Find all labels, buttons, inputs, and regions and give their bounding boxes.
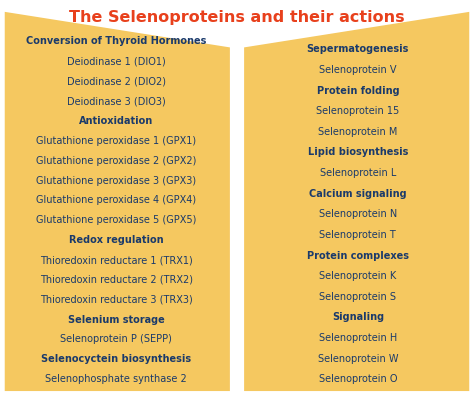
Text: Calcium signaling: Calcium signaling	[309, 189, 407, 199]
Text: Glutathione peroxidase 5 (GPX5): Glutathione peroxidase 5 (GPX5)	[36, 215, 196, 225]
Text: Protein folding: Protein folding	[317, 86, 399, 96]
Text: Thioredoxin reductare 3 (TRX3): Thioredoxin reductare 3 (TRX3)	[40, 295, 192, 305]
Text: Selenoprotein L: Selenoprotein L	[319, 168, 396, 178]
Text: Redox regulation: Redox regulation	[69, 235, 164, 245]
Text: Selenoprotein M: Selenoprotein M	[318, 127, 398, 137]
Polygon shape	[244, 12, 469, 391]
Text: Selenoprotein H: Selenoprotein H	[319, 333, 397, 343]
Text: Glutathione peroxidase 2 (GPX2): Glutathione peroxidase 2 (GPX2)	[36, 156, 196, 166]
Text: Selenoprotein 15: Selenoprotein 15	[316, 106, 400, 116]
Text: Deiodinase 2 (DIO2): Deiodinase 2 (DIO2)	[67, 76, 165, 86]
Text: Selenoprotein P (SEPP): Selenoprotein P (SEPP)	[60, 335, 172, 344]
Text: Selenoprotein N: Selenoprotein N	[319, 209, 397, 219]
Text: Deiodinase 1 (DIO1): Deiodinase 1 (DIO1)	[67, 56, 165, 66]
Text: Selenocyctein biosynthesis: Selenocyctein biosynthesis	[41, 354, 191, 364]
Text: Conversion of Thyroid Hormones: Conversion of Thyroid Hormones	[26, 36, 206, 47]
Text: Glutathione peroxidase 4 (GPX4): Glutathione peroxidase 4 (GPX4)	[36, 196, 196, 205]
Polygon shape	[5, 12, 230, 391]
Text: Sepermatogenesis: Sepermatogenesis	[307, 44, 409, 55]
Text: Selenoprotein K: Selenoprotein K	[319, 271, 396, 281]
Text: Selenophosphate synthase 2: Selenophosphate synthase 2	[45, 374, 187, 384]
Text: Selenoprotein S: Selenoprotein S	[319, 292, 396, 302]
Text: Selenoprotein O: Selenoprotein O	[319, 374, 397, 384]
Text: Selenium storage: Selenium storage	[68, 314, 164, 325]
Text: Lipid biosynthesis: Lipid biosynthesis	[308, 147, 408, 158]
Text: Signaling: Signaling	[332, 312, 384, 322]
Text: Selenoprotein V: Selenoprotein V	[319, 65, 397, 75]
Text: The Selenoproteins and their actions: The Selenoproteins and their actions	[69, 10, 405, 25]
Text: Thioredoxin reductare 2 (TRX2): Thioredoxin reductare 2 (TRX2)	[40, 275, 192, 285]
Text: Selenoprotein T: Selenoprotein T	[319, 230, 396, 240]
Text: Protein complexes: Protein complexes	[307, 250, 409, 261]
Text: Glutathione peroxidase 1 (GPX1): Glutathione peroxidase 1 (GPX1)	[36, 136, 196, 146]
Text: Antioxidation: Antioxidation	[79, 116, 153, 126]
Text: Glutathione peroxidase 3 (GPX3): Glutathione peroxidase 3 (GPX3)	[36, 175, 196, 186]
Text: Selenoprotein W: Selenoprotein W	[318, 354, 398, 363]
Text: Deiodinase 3 (DIO3): Deiodinase 3 (DIO3)	[67, 96, 165, 106]
Text: Thioredoxin reductare 1 (TRX1): Thioredoxin reductare 1 (TRX1)	[40, 255, 192, 265]
